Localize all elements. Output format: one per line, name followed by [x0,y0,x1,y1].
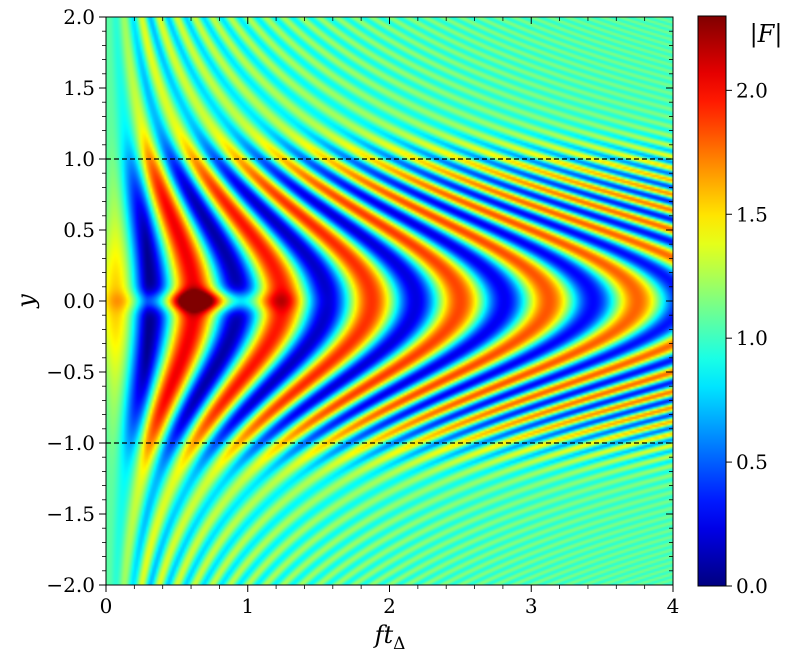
x-tick-label: 4 [667,594,680,618]
colorbar-frame [697,15,727,587]
colorbar-tick-label: 0.5 [736,450,768,474]
reference-lines [106,158,673,444]
colorbar-tick-label: 2.0 [736,78,768,102]
x-tick-label: 3 [525,594,538,618]
y-tick-label: 0.5 [63,218,95,242]
colorbar-tick-label: 0.0 [736,574,768,598]
colorbar-tick-label: 1.0 [736,326,768,350]
colorbar-label: |F| [750,20,783,49]
heatmap-plot: 0 1 2 3 4 −2.0 −1.5 −1.0 −0.5 0.0 0.5 1.0 1.5 2.0 [46,5,679,618]
y-axis-label: y [12,294,40,309]
y-axis-ticks: −2.0 −1.5 −1.0 −0.5 0.0 0.5 1.0 1.5 2.0 [46,5,673,597]
y-tick-label: −0.5 [46,360,95,384]
y-tick-label: −1.5 [46,502,95,526]
colorbar: 0.0 0.5 1.0 1.5 2.0 |F| [697,15,783,598]
colorbar-ticks: 0.0 0.5 1.0 1.5 2.0 [726,78,768,598]
colorbar-tick-label: 1.5 [736,202,768,226]
y-tick-label: −2.0 [46,573,95,597]
y-tick-label: 1.5 [63,76,95,100]
x-tick-label: 2 [383,594,396,618]
x-axis-ticks: 0 1 2 3 4 [100,17,680,618]
y-tick-label: −1.0 [46,431,95,455]
x-axis-label: ftΔ [373,621,406,654]
y-tick-label: 2.0 [63,5,95,29]
y-tick-label: 0.0 [63,289,95,313]
colorbar-gradient [698,16,726,586]
y-tick-label: 1.0 [63,147,95,171]
x-tick-label: 1 [241,594,254,618]
x-tick-label: 0 [100,594,113,618]
heatmap-image [106,17,673,585]
